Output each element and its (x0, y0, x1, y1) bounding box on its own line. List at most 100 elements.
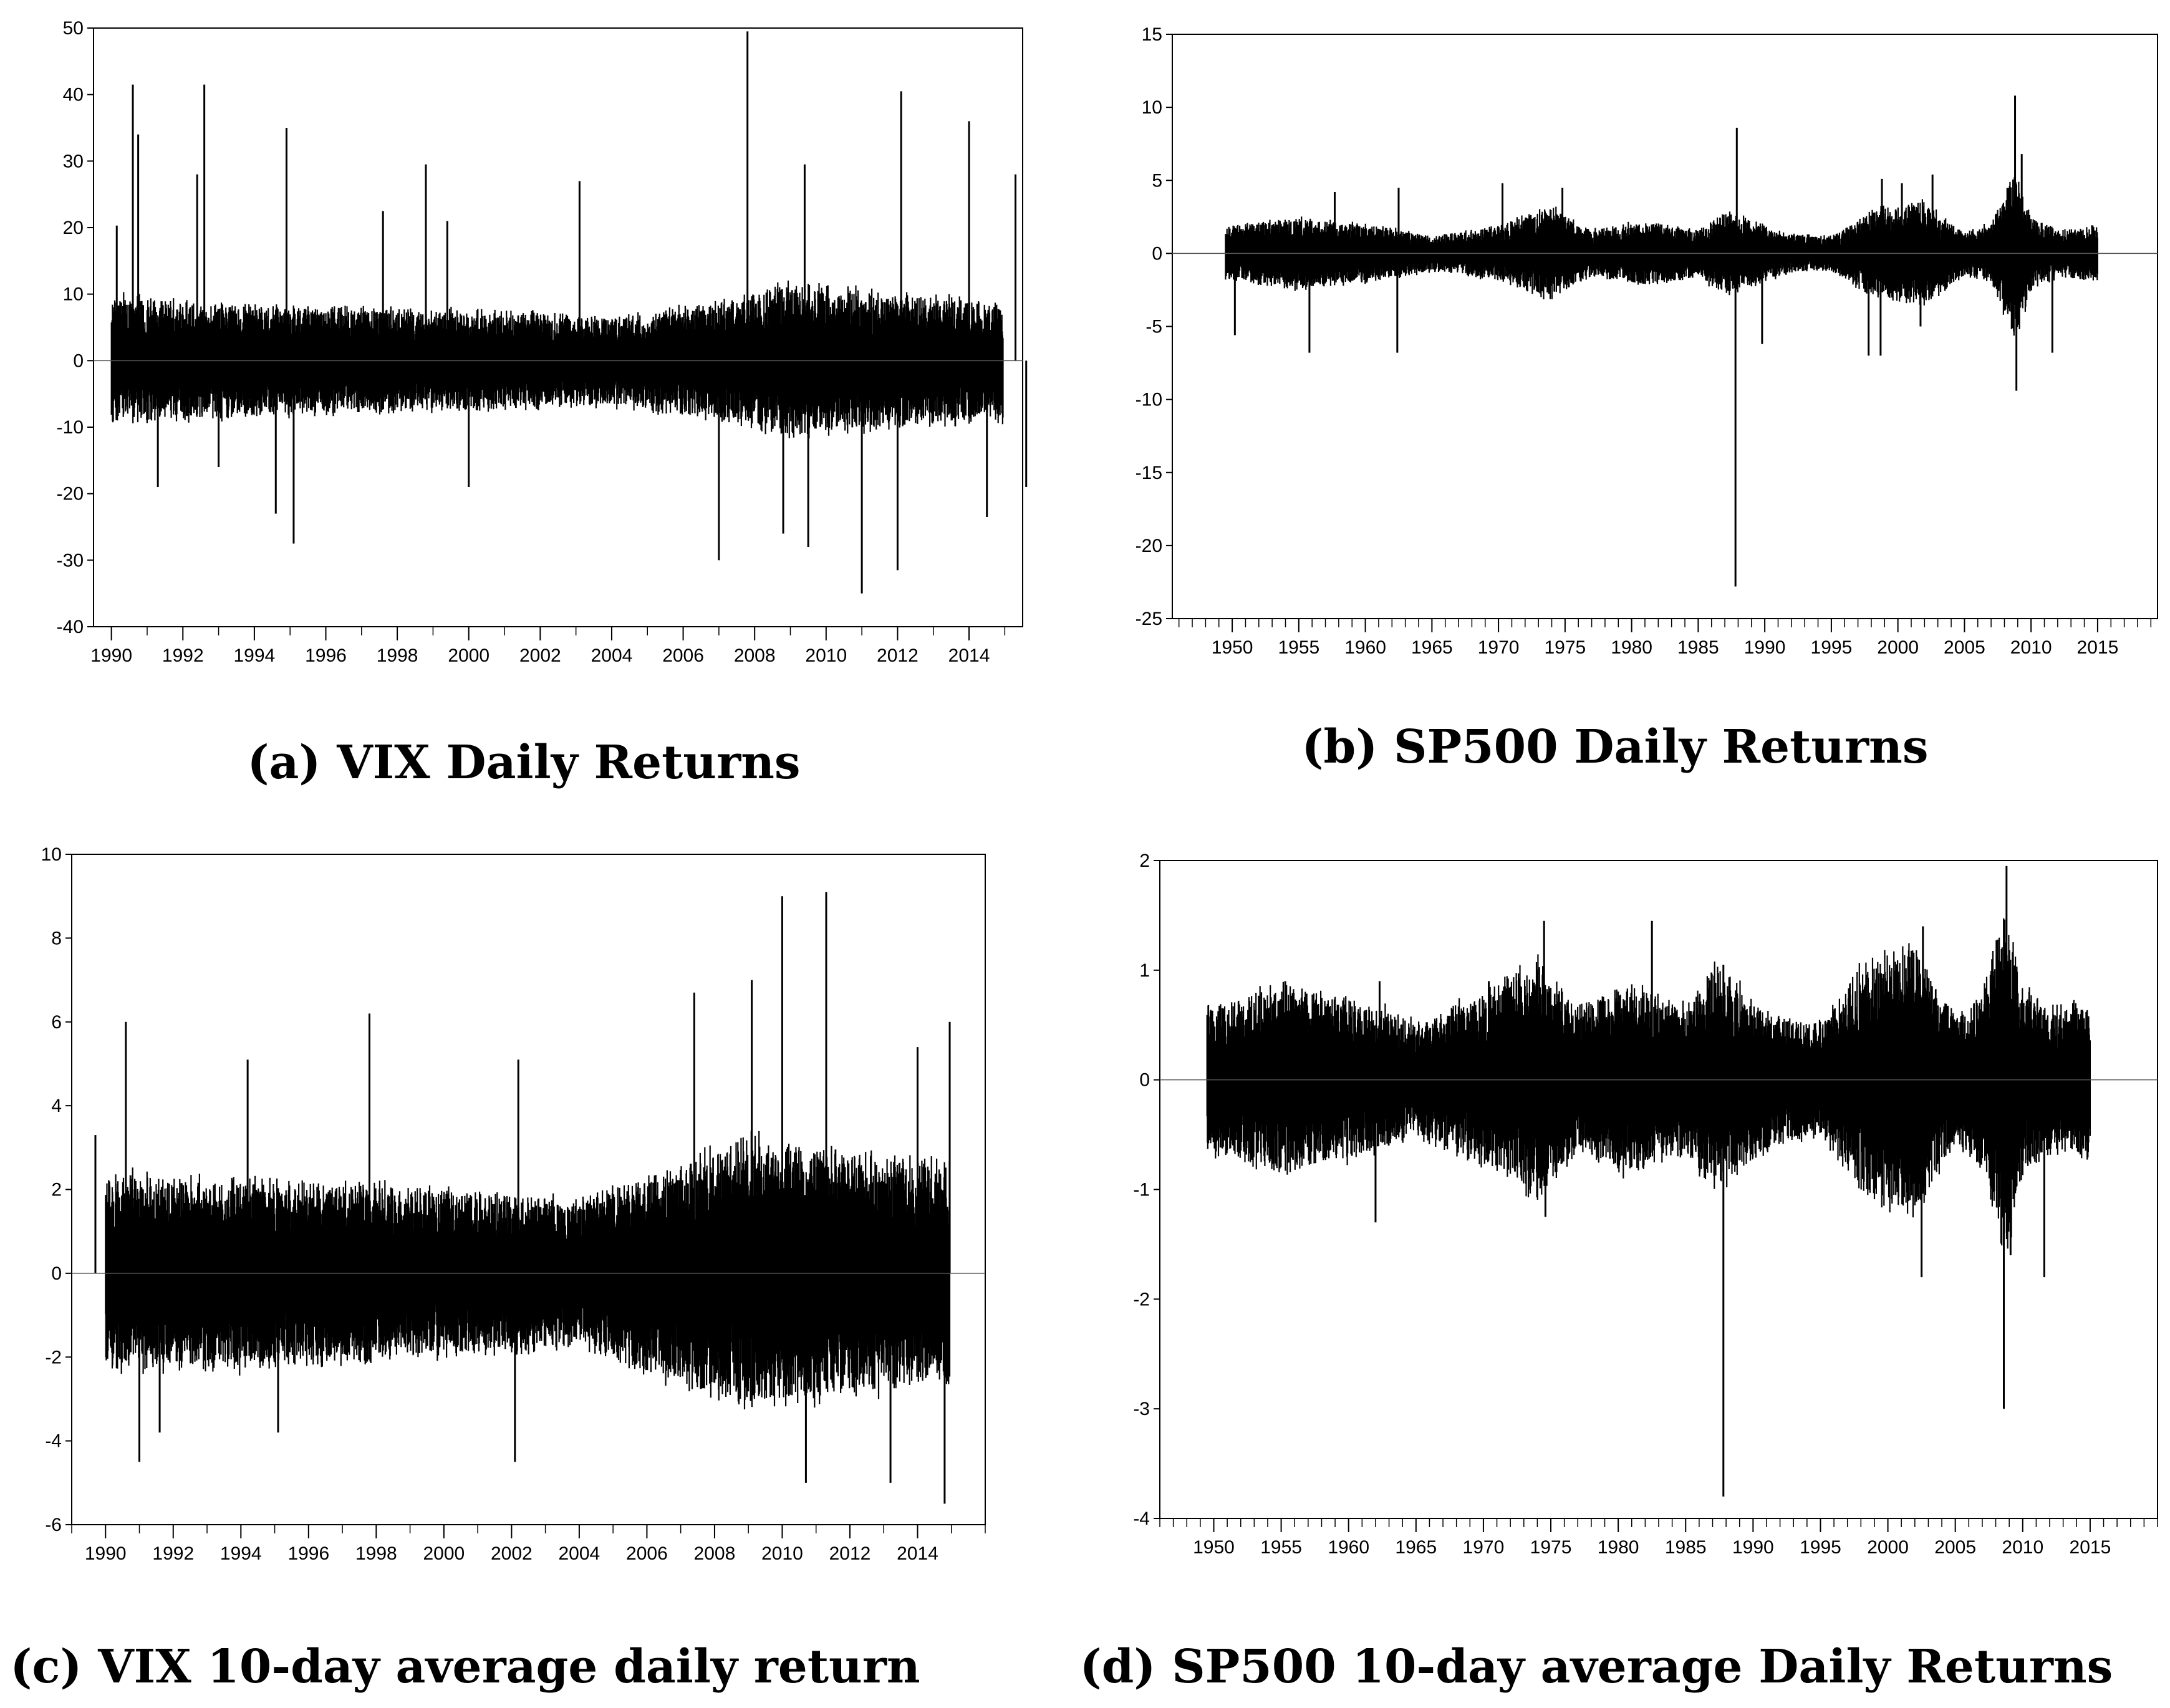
y-tick-label: 1 (1139, 960, 1150, 981)
x-tick-label: 1950 (1193, 1537, 1235, 1558)
x-tick-label: 1970 (1463, 1537, 1505, 1558)
y-tick-label: -3 (1133, 1399, 1150, 1419)
x-tick-label: 2015 (2070, 1537, 2111, 1558)
caption-c: (c) VIX 10-day average daily return (10, 1640, 920, 1694)
x-tick-label: 2000 (423, 1543, 465, 1564)
series-band (105, 1131, 951, 1410)
y-tick-label: 0 (1139, 1070, 1150, 1091)
y-tick-label: -25 (1136, 609, 1162, 629)
y-tick-label: -15 (1136, 463, 1162, 483)
x-tick-label: 1985 (1665, 1537, 1707, 1558)
x-tick-label: 2014 (897, 1543, 938, 1564)
y-tick-label: 10 (1142, 97, 1162, 118)
x-tick-label: 1994 (234, 645, 276, 666)
x-tick-label: 1985 (1677, 637, 1719, 658)
y-tick-label: 2 (51, 1180, 62, 1200)
x-tick-label: 1965 (1395, 1537, 1437, 1558)
series-band (110, 280, 1004, 439)
y-tick-label: 5 (1152, 170, 1162, 191)
x-tick-label: 1996 (287, 1543, 329, 1564)
x-tick-label: 1965 (1411, 637, 1453, 658)
y-tick-label: 15 (1142, 24, 1162, 45)
y-tick-label: -5 (1145, 317, 1162, 337)
x-tick-label: 2010 (2002, 1537, 2043, 1558)
y-tick-label: 6 (51, 1012, 62, 1033)
x-tick-label: 2000 (1867, 1537, 1909, 1558)
y-tick-label: -10 (1136, 390, 1162, 410)
x-tick-label: 2015 (2077, 637, 2119, 658)
x-tick-label: 2005 (1934, 1537, 1976, 1558)
x-tick-label: 2000 (448, 645, 489, 666)
panel-c-vix-10day-average: (c) VIX 10-day average daily return 10 8 6… (10, 844, 986, 1694)
x-tick-label: 2012 (877, 645, 919, 666)
x-tick-label: 2010 (761, 1543, 803, 1564)
y-tick-label: 50 (63, 18, 84, 39)
y-tick-label: -4 (1133, 1508, 1150, 1529)
x-tick-label: 2012 (829, 1543, 871, 1564)
y-tick-label: 0 (51, 1263, 62, 1284)
plot-frame (93, 27, 1023, 627)
caption-b: (b) SP500 Daily Returns (1302, 720, 1929, 774)
x-tick-label: 2010 (2010, 637, 2052, 658)
x-tick-label: 1960 (1328, 1537, 1369, 1558)
y-tick-label: -40 (57, 617, 84, 637)
y-tick-label: 4 (51, 1096, 62, 1116)
x-tick-label: 1970 (1478, 637, 1520, 658)
x-tick-label: 1990 (90, 645, 132, 666)
caption-d: (d) SP500 10-day average Daily Returns (1080, 1640, 2113, 1694)
x-tick-label: 2002 (519, 645, 561, 666)
x-tick-label: 2014 (948, 645, 990, 666)
x-tick-label: 1975 (1530, 1537, 1572, 1558)
x-tick-label: 2000 (1877, 637, 1919, 658)
y-tick-label: 0 (73, 350, 84, 371)
x-tick-label: 2006 (662, 645, 704, 666)
caption-a: (a) VIX Daily Returns (247, 736, 800, 789)
y-tick-label: -6 (45, 1515, 62, 1535)
y-tick-label: -20 (57, 484, 84, 504)
x-tick-label: 1995 (1800, 1537, 1841, 1558)
x-tick-label: 2010 (805, 645, 847, 666)
y-tick-label: 40 (63, 85, 84, 105)
y-tick-label: 20 (63, 218, 84, 238)
y-tick-label: -10 (57, 417, 84, 438)
x-tick-label: 1995 (1811, 637, 1853, 658)
x-tick-label: 1990 (85, 1543, 127, 1564)
x-tick-label: 1990 (1744, 637, 1786, 658)
x-tick-label: 1992 (152, 1543, 194, 1564)
y-tick-label: -2 (45, 1347, 62, 1368)
y-tick-label: -1 (1133, 1180, 1150, 1200)
series-band (1206, 918, 2091, 1249)
x-tick-label: 1990 (1732, 1537, 1774, 1558)
x-tick-label: 1955 (1260, 1537, 1302, 1558)
series-band (1225, 177, 2098, 336)
x-tick-label: 1975 (1544, 637, 1586, 658)
y-tick-label: -30 (57, 550, 84, 571)
y-tick-label: 10 (63, 284, 84, 305)
x-tick-label: 2004 (559, 1543, 600, 1564)
y-tick-label: 2 (1139, 851, 1150, 871)
y-tick-label: 8 (51, 928, 62, 948)
y-tick-label: -2 (1133, 1289, 1150, 1310)
x-tick-label: 1998 (355, 1543, 397, 1564)
x-tick-label: 2008 (694, 1543, 736, 1564)
x-tick-label: 1980 (1598, 1537, 1639, 1558)
panel-b-sp500-daily-returns: (b) SP500 Daily Returns 15 10 5 0 -5 -10 -15 -2… (1136, 24, 2158, 774)
x-tick-label: 1998 (377, 645, 418, 666)
panel-a-vix-daily-returns: (a) VIX Daily Returns 50403020100-10-20-… (57, 18, 1028, 789)
x-tick-label: 1950 (1212, 637, 1253, 658)
x-tick-label: 2004 (591, 645, 633, 666)
plot-frame (1172, 34, 2158, 619)
y-tick-label: 10 (41, 844, 62, 865)
x-tick-label: 2005 (1944, 637, 1985, 658)
x-tick-label: 2008 (734, 645, 776, 666)
panel-d-sp500-10day-average: (d) SP500 10-day average Daily Returns 2… (1080, 851, 2158, 1694)
y-tick-label: -4 (45, 1431, 62, 1452)
y-tick-label: 30 (63, 151, 84, 171)
y-tick-label: 0 (1152, 243, 1162, 264)
x-tick-label: 1996 (305, 645, 347, 666)
y-tick-label: -20 (1136, 536, 1162, 556)
x-tick-label: 1955 (1278, 637, 1319, 658)
x-tick-label: 1992 (162, 645, 204, 666)
x-tick-label: 1994 (220, 1543, 262, 1564)
